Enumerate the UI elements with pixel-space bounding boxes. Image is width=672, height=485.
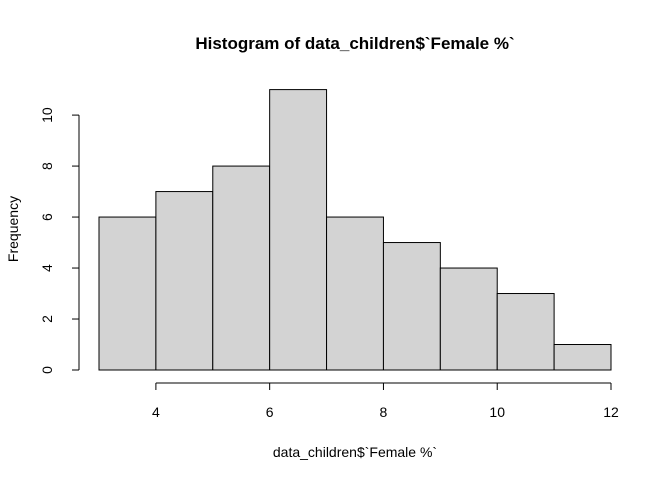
y-tick-label: 10 <box>39 107 55 123</box>
x-tick-label: 8 <box>380 404 388 420</box>
histogram-bars <box>98 89 612 371</box>
histogram-bar-1 <box>98 216 157 371</box>
x-tick-label: 10 <box>489 404 505 420</box>
histogram-bar-7 <box>439 267 498 371</box>
y-tick-label: 2 <box>39 315 55 323</box>
histogram-bar-5 <box>326 216 384 371</box>
y-tick-label: 6 <box>39 213 55 221</box>
y-tick-label: 4 <box>39 264 55 272</box>
histogram-bar-3 <box>212 165 271 371</box>
histogram-bar-9 <box>553 344 612 371</box>
y-tick-label: 8 <box>39 162 55 170</box>
chart-title: Histogram of data_children$`Female %` <box>195 34 514 53</box>
y-axis-label: Frequency <box>5 196 21 262</box>
histogram-bar-8 <box>496 293 555 371</box>
x-tick-label: 12 <box>603 404 619 420</box>
y-tick-label: 0 <box>39 366 55 374</box>
x-axis-label: data_children$`Female %` <box>273 444 437 460</box>
histogram-bar-4 <box>269 89 328 371</box>
histogram-bar-6 <box>382 242 441 371</box>
x-tick-label: 6 <box>266 404 274 420</box>
x-axis: 4 6 8 10 12 <box>152 382 619 420</box>
y-axis: 0 2 4 6 8 10 <box>39 107 80 374</box>
x-tick-label: 4 <box>152 404 160 420</box>
histogram-bar-2 <box>155 191 214 371</box>
